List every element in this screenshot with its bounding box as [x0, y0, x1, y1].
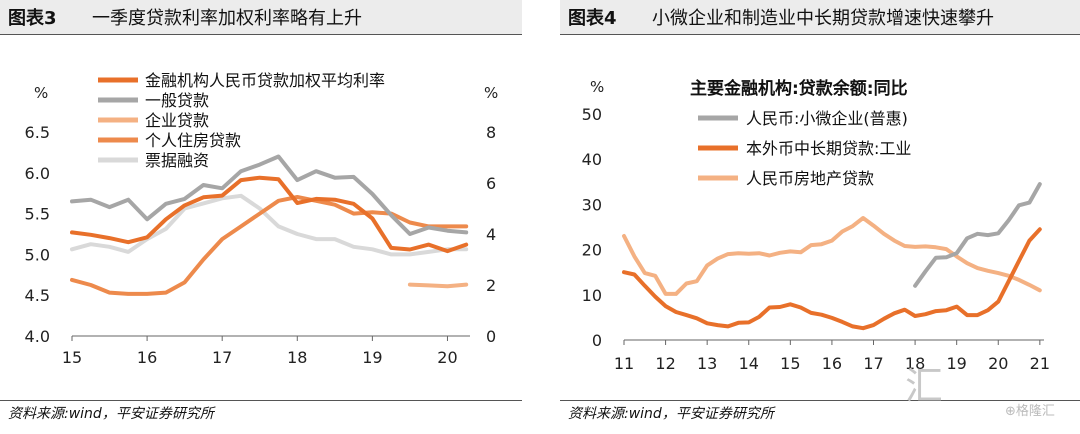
figure-title-bar: 图表4 小微企业和制造业中长期贷款增速快速攀升 [560, 0, 1080, 35]
x-tick-label: 15 [62, 348, 82, 367]
x-tick-label: 20 [437, 348, 457, 367]
y-tick-label: 20 [582, 241, 602, 260]
y-tick-label: 0 [592, 331, 602, 350]
legend-label: 金融机构人民币贷款加权平均利率 [145, 71, 385, 90]
y-tick-label-right: 8 [486, 123, 496, 142]
x-tick-label: 16 [137, 348, 157, 367]
x-tick-label: 19 [946, 354, 966, 373]
x-tick-label: 16 [822, 354, 842, 373]
chart-panel-left: 图表3 一季度贷款利率加权利率略有上升 %% 4.0 4.5 5.0 5.5 6.0 6.5… [0, 0, 522, 434]
y-tick-label: 30 [582, 195, 602, 214]
y-tick-label: 50 [582, 105, 602, 124]
x-tick-label: 11 [614, 354, 634, 373]
legend-label: 人民币房地产贷款 [746, 169, 874, 188]
y-tick-label-right: 0 [486, 327, 496, 346]
chart-right: 主要金融机构:贷款余额:同比% 0 10 20 30 40 50 11 12 13 14 15 16 17… [582, 78, 1050, 373]
source-note: 资料来源:wind，平安证券研究所 [560, 400, 1080, 426]
legend-label: 票据融资 [145, 151, 209, 170]
right-axis-unit: % [484, 84, 498, 102]
y-tick-label-left: 6.5 [25, 123, 50, 142]
x-tick-label: 17 [212, 348, 232, 367]
legend-label: 人民币:小微企业(普惠) [746, 109, 908, 128]
x-tick-label: 18 [287, 348, 307, 367]
legend-label: 个人住房贷款 [145, 131, 241, 150]
series-line [70, 195, 469, 296]
series-line [622, 216, 1042, 296]
y-tick-label-left: 4.0 [25, 327, 50, 346]
x-tick-label: 13 [697, 354, 717, 373]
x-tick-label: 15 [780, 354, 800, 373]
left-axis-unit: % [34, 84, 48, 102]
y-tick-label-right: 6 [486, 174, 496, 193]
y-tick-label: 10 [582, 286, 602, 305]
y-tick-label: 40 [582, 150, 602, 169]
y-axis-unit: % [590, 78, 604, 96]
x-tick-label: 17 [863, 354, 883, 373]
series-line [70, 154, 469, 236]
x-tick-label: 18 [905, 354, 925, 373]
figure-title: 一季度贷款利率加权利率略有上升 [92, 8, 362, 29]
figure-title: 小微企业和制造业中长期贷款增速快速攀升 [652, 8, 994, 29]
source-note: 资料来源:wind，平安证券研究所 [0, 400, 522, 426]
y-tick-label-right: 4 [486, 225, 496, 244]
y-tick-label-left: 5.0 [25, 245, 50, 264]
y-tick-label-left: 6.0 [25, 164, 50, 183]
legend-label: 本外币中长期贷款:工业 [746, 139, 911, 158]
chart-left: % % 4.0 4.5 5.0 5.5 6.0 6.5 0 2 4 6 8 15 16 17 18 19 20 金融机… [25, 71, 499, 367]
figure-number: 图表4 [568, 8, 617, 29]
chart-panel-right: 图表4 小微企业和制造业中长期贷款增速快速攀升 主要金融机构:贷款余额:同比% 0… [560, 0, 1080, 434]
series-line [407, 282, 469, 289]
figure-title-bar: 图表3 一季度贷款利率加权利率略有上升 [0, 0, 522, 35]
x-tick-label: 21 [1030, 354, 1050, 373]
y-tick-label-left: 4.5 [25, 286, 50, 305]
figure-number: 图表3 [8, 8, 57, 29]
legend-label: 一般贷款 [145, 91, 209, 110]
series-line [913, 182, 1042, 288]
series-line [70, 193, 469, 257]
watermark-brand: ⊕格隆汇 [1005, 404, 1055, 419]
series-line [622, 227, 1042, 331]
series-line [70, 175, 469, 254]
y-tick-label-left: 5.5 [25, 205, 50, 224]
x-tick-label: 19 [362, 348, 382, 367]
x-tick-label: 20 [988, 354, 1008, 373]
y-tick-label-right: 2 [486, 276, 496, 295]
watermark-logo: 汇外网 [905, 364, 941, 408]
chart-subtitle: 主要金融机构:贷款余额:同比 [690, 78, 908, 99]
legend-label: 企业贷款 [145, 111, 209, 130]
x-tick-label: 12 [655, 354, 675, 373]
x-tick-label: 14 [739, 354, 759, 373]
